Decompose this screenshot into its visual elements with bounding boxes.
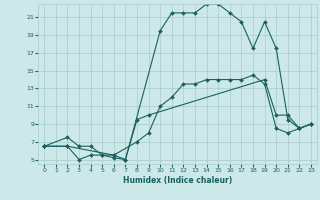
X-axis label: Humidex (Indice chaleur): Humidex (Indice chaleur) xyxy=(123,176,232,185)
